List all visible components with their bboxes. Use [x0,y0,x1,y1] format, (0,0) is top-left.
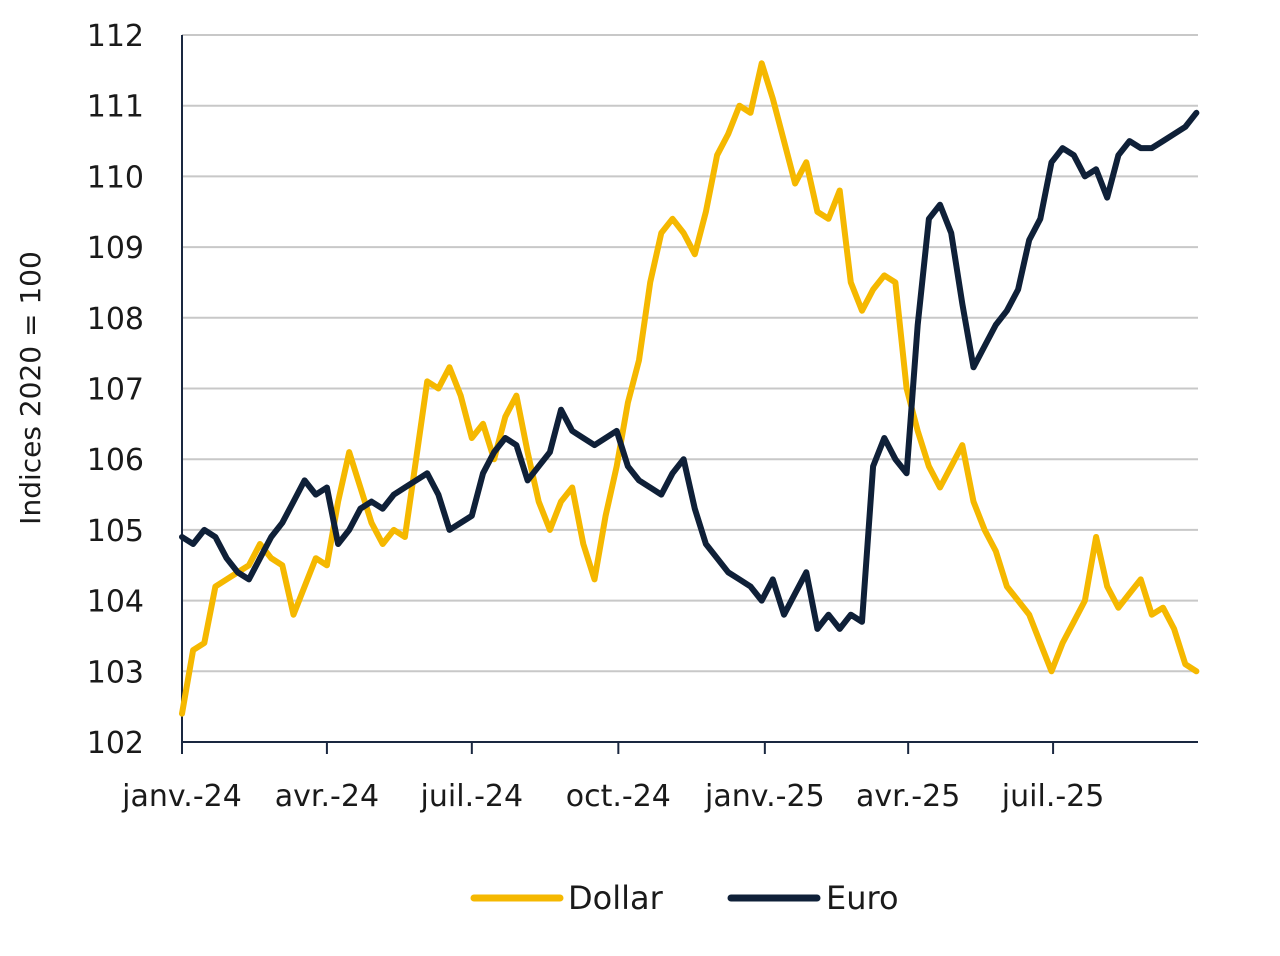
y-tick-label: 108 [87,302,144,337]
legend: Dollar Euro [470,879,899,917]
y-tick-label: 103 [87,655,144,690]
legend-label-euro: Euro [826,879,899,917]
x-tick-label: avr.-25 [856,779,960,814]
axes: 102 103 104 105 106 107 108 109 110 111 112 janv.-2… [87,19,1198,814]
series-line-euro [179,109,1200,632]
y-tick-label: 107 [87,373,144,408]
x-tick-label: avr.-24 [275,779,379,814]
series-lines [179,60,1200,717]
legend-label-dollar: Dollar [568,879,664,917]
y-tick-label: 112 [87,19,144,54]
gridlines [182,34,1198,673]
x-tick-label: juil.-25 [1001,779,1105,814]
y-tick-label: 111 [87,90,144,125]
series-line-dollar [179,60,1200,717]
x-tick-label: janv.-25 [704,779,825,814]
y-axis-title: Indices 2020 = 100 [14,251,47,525]
x-tick-label: juil.-24 [420,779,524,814]
x-tick-label: oct.-24 [566,779,671,814]
y-tick-label: 109 [87,231,144,266]
y-tick-label: 105 [87,514,144,549]
y-tick-label: 106 [87,443,144,478]
x-tick-label: janv.-24 [121,779,242,814]
y-tick-label: 102 [87,726,144,761]
y-tick-label: 110 [87,160,144,195]
y-tick-label: 104 [87,585,144,620]
